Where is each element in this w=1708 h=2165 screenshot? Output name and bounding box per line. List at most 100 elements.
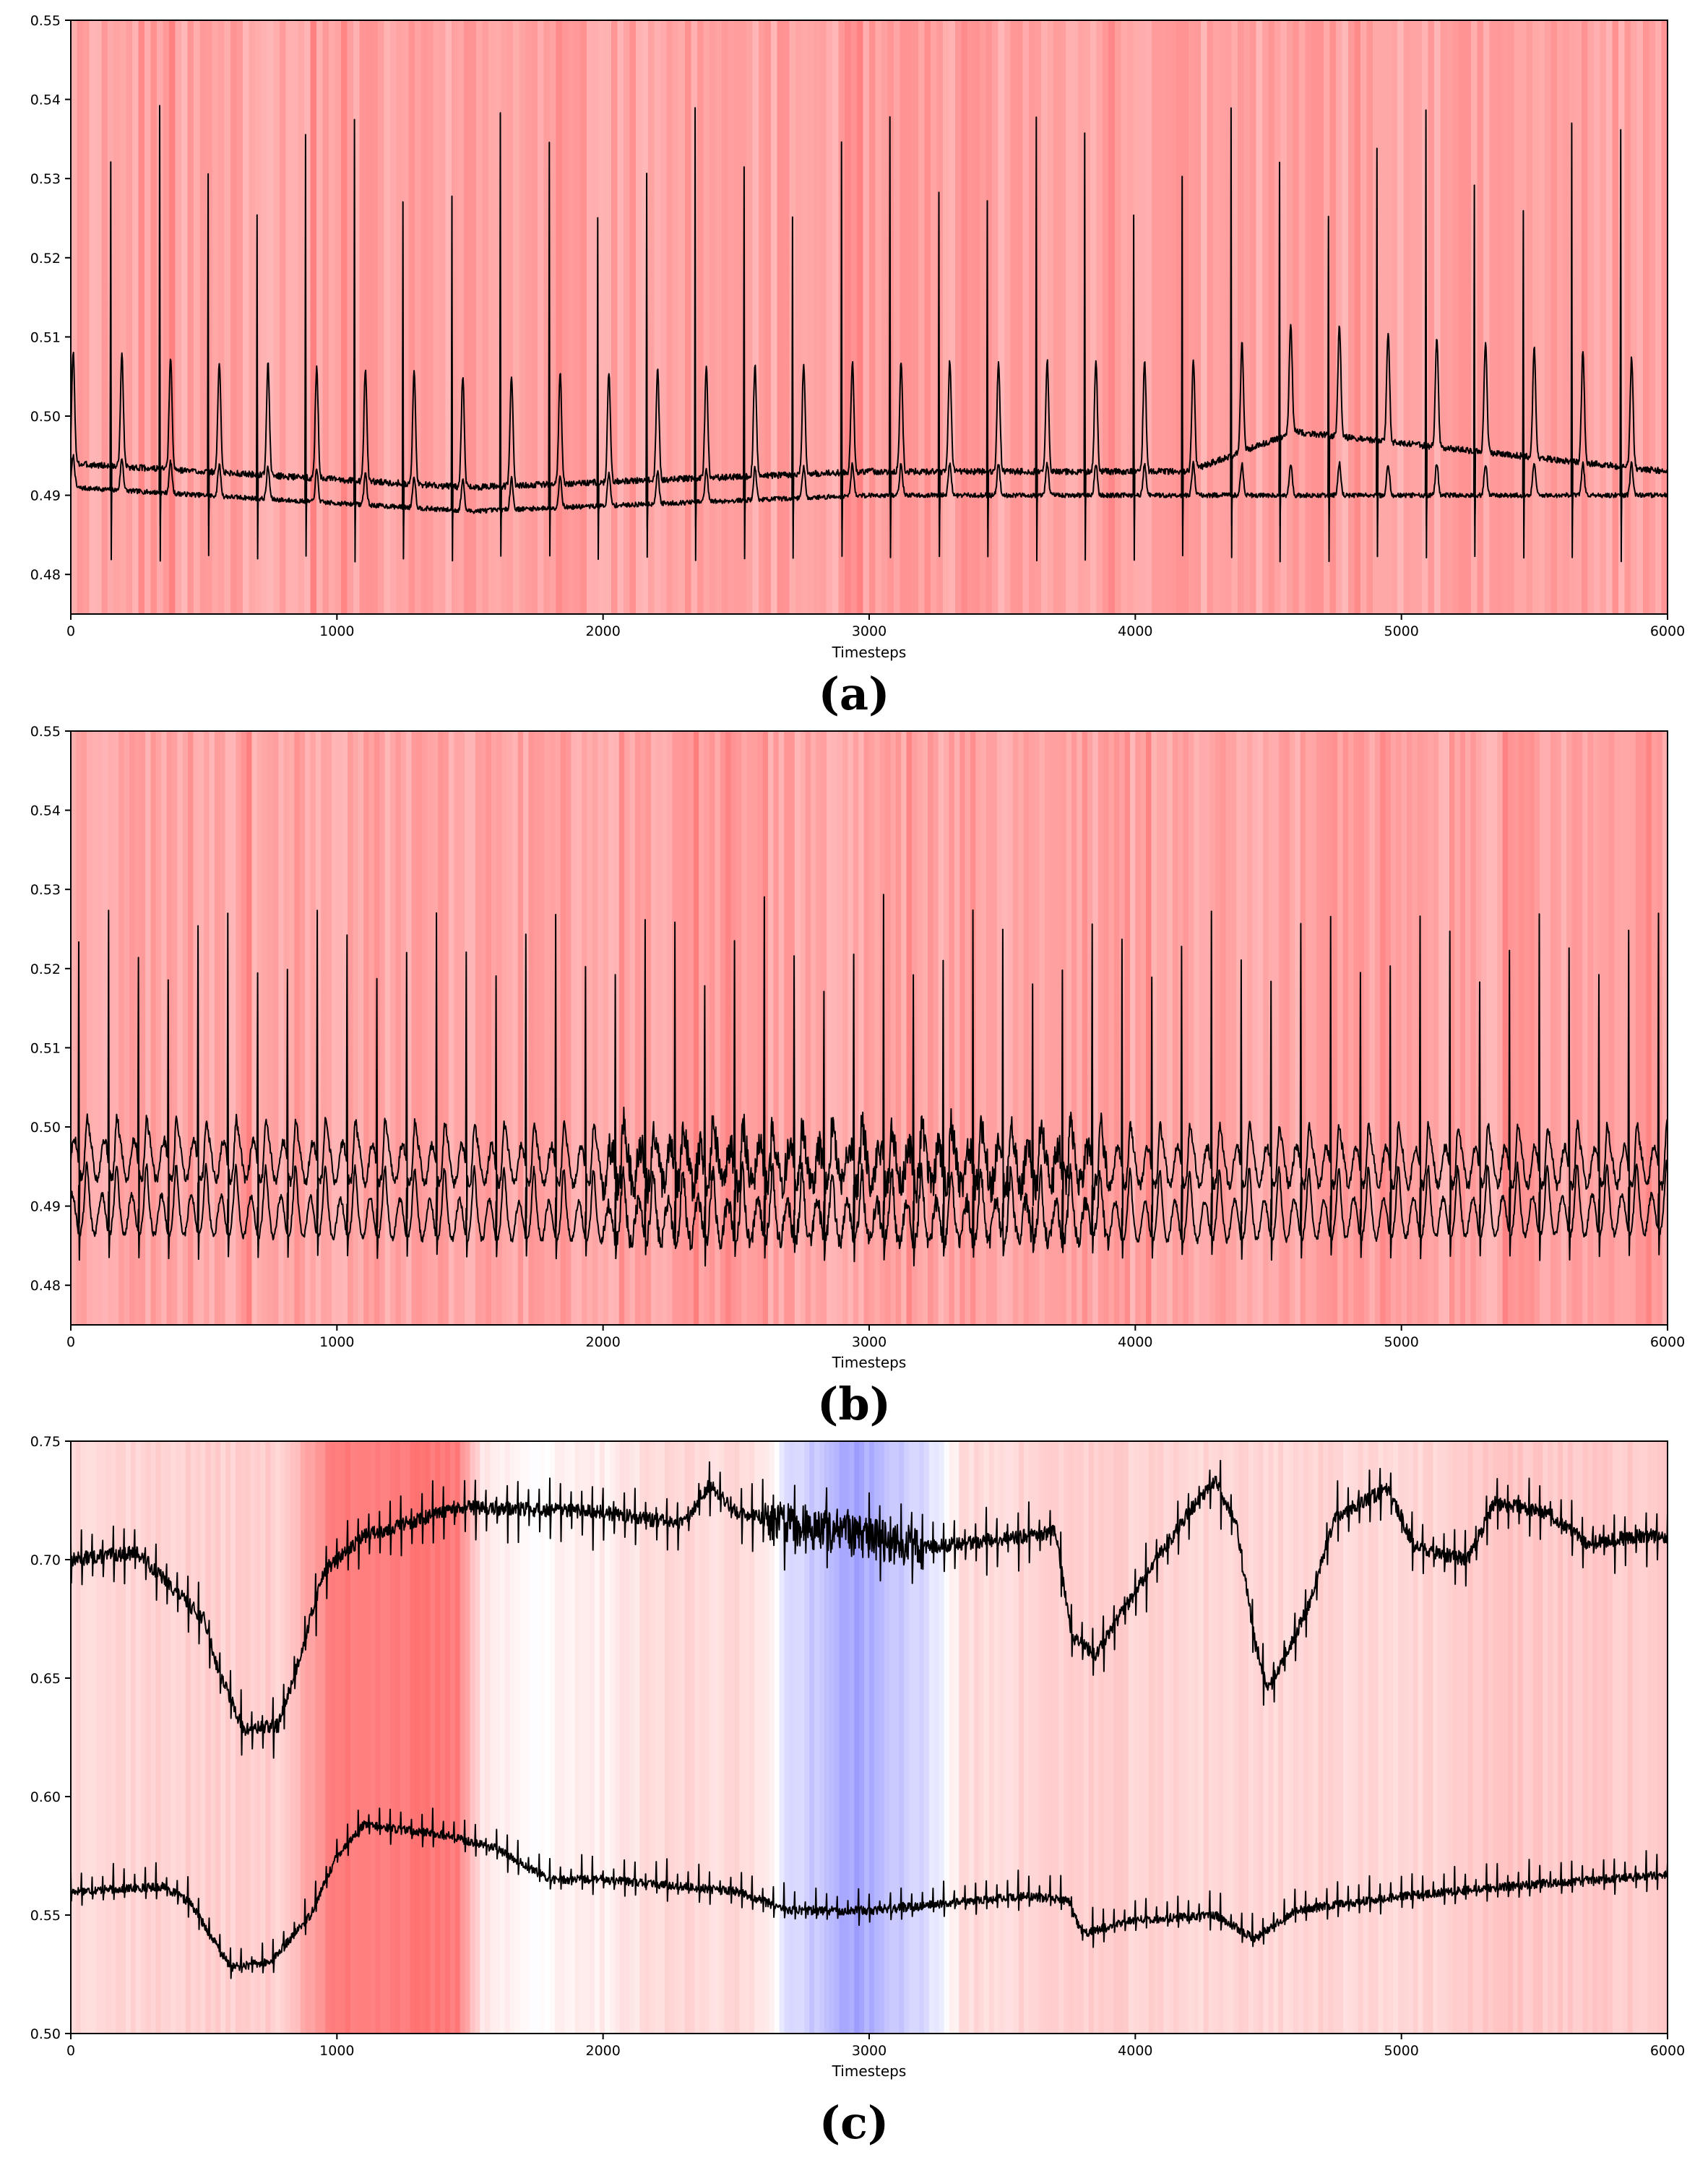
background-stripe	[725, 731, 732, 1325]
background-stripe	[375, 1441, 381, 2034]
background-stripe	[784, 731, 790, 1325]
background-stripe	[1138, 1441, 1144, 2034]
background-stripe	[1238, 1441, 1244, 2034]
background-stripe	[1537, 1441, 1544, 2034]
background-stripe	[126, 20, 133, 614]
background-stripe	[1577, 1441, 1584, 2034]
panel-a-y-axis: 0.48 0.49 0.50 0.51 0.52 0.53 0.54 0.55	[30, 13, 71, 583]
background-stripe	[1636, 20, 1644, 614]
background-stripe	[1189, 1441, 1194, 2034]
background-stripe	[130, 1441, 137, 2034]
background-stripe	[514, 1441, 521, 2034]
background-stripe	[1189, 731, 1195, 1325]
background-stripe	[1428, 731, 1434, 1325]
background-stripe	[900, 20, 907, 614]
y-tick-label: 0.52	[30, 961, 61, 977]
background-stripe	[1236, 731, 1243, 1325]
background-stripe	[454, 1441, 461, 2034]
background-stripe	[974, 1441, 980, 2034]
background-stripe	[408, 20, 415, 614]
background-stripe	[315, 731, 322, 1325]
background-stripe	[1360, 20, 1368, 614]
background-stripe	[292, 20, 299, 614]
background-stripe	[789, 731, 795, 1325]
background-stripe	[678, 20, 686, 614]
background-stripe	[262, 731, 269, 1325]
background-stripe	[1353, 731, 1360, 1325]
background-stripe	[674, 1441, 681, 2034]
background-stripe	[490, 1441, 496, 2034]
background-stripe	[1412, 731, 1418, 1325]
background-stripe	[278, 731, 285, 1325]
background-stripe	[300, 1441, 306, 2034]
background-stripe	[809, 1441, 815, 2034]
background-stripe	[360, 1441, 366, 2034]
background-stripe	[906, 20, 913, 614]
background-stripe	[754, 1441, 760, 2034]
background-stripe	[1481, 731, 1488, 1325]
background-stripe	[81, 731, 87, 1325]
background-stripe	[1048, 1441, 1055, 2034]
background-stripe	[245, 1441, 251, 2034]
background-stripe	[422, 731, 428, 1325]
background-stripe	[1483, 20, 1491, 614]
background-stripe	[959, 1441, 965, 2034]
background-stripe	[1465, 731, 1472, 1325]
background-stripe	[517, 731, 524, 1325]
background-stripe	[1113, 1441, 1120, 2034]
background-stripe	[611, 20, 618, 614]
background-stripe	[824, 1441, 830, 2034]
background-stripe	[379, 731, 386, 1325]
background-stripe	[1657, 1441, 1663, 2034]
background-stripe	[160, 1441, 167, 2034]
y-tick-label: 0.48	[30, 1278, 61, 1294]
background-stripe	[1289, 731, 1296, 1325]
background-stripe	[1022, 20, 1030, 614]
background-stripe	[1007, 731, 1014, 1325]
background-stripe	[1194, 731, 1200, 1325]
background-stripe	[224, 20, 231, 614]
background-stripe	[113, 20, 121, 614]
background-stripe	[501, 731, 508, 1325]
panel-b-y-axis: 0.48 0.49 0.50 0.51 0.52 0.53 0.54 0.55	[30, 724, 71, 1294]
x-tick-label: 3000	[852, 623, 887, 639]
background-stripe	[1597, 1441, 1604, 2034]
background-stripe	[714, 1441, 720, 2034]
background-stripe	[1513, 731, 1519, 1325]
background-stripe	[1428, 20, 1435, 614]
background-stripe	[1038, 1441, 1045, 2034]
background-stripe	[1059, 20, 1066, 614]
background-stripe	[1253, 1441, 1259, 2034]
background-stripe	[310, 20, 317, 614]
background-stripe	[1336, 20, 1343, 614]
background-stripe	[1295, 731, 1301, 1325]
background-stripe	[1373, 1441, 1379, 2034]
background-stripe	[757, 731, 764, 1325]
background-stripe	[954, 731, 961, 1325]
background-stripe	[1225, 20, 1233, 614]
background-stripe	[501, 20, 508, 614]
background-stripe	[220, 1441, 226, 2034]
background-stripe	[1098, 1441, 1105, 2034]
background-stripe	[624, 731, 631, 1325]
background-stripe	[592, 731, 599, 1325]
background-stripe	[1250, 20, 1257, 614]
background-stripe	[769, 1441, 775, 2034]
background-stripe	[1338, 1441, 1344, 2034]
background-stripe	[1194, 20, 1202, 614]
x-tick-label: 6000	[1650, 2043, 1685, 2059]
panel-c-caption: (c)	[819, 2096, 889, 2149]
background-stripe	[1641, 731, 1647, 1325]
background-stripe	[986, 731, 993, 1325]
background-stripe	[834, 1441, 840, 2034]
background-stripe	[77, 20, 84, 614]
background-stripe	[749, 1441, 755, 2034]
background-stripe	[1524, 731, 1530, 1325]
background-stripe	[1238, 20, 1245, 614]
background-stripe	[864, 1441, 870, 2034]
background-stripe	[1090, 20, 1097, 614]
background-stripe	[1368, 1441, 1374, 2034]
background-stripe	[1103, 731, 1110, 1325]
background-stripe	[1163, 1441, 1170, 2034]
background-stripe	[650, 1441, 655, 2034]
